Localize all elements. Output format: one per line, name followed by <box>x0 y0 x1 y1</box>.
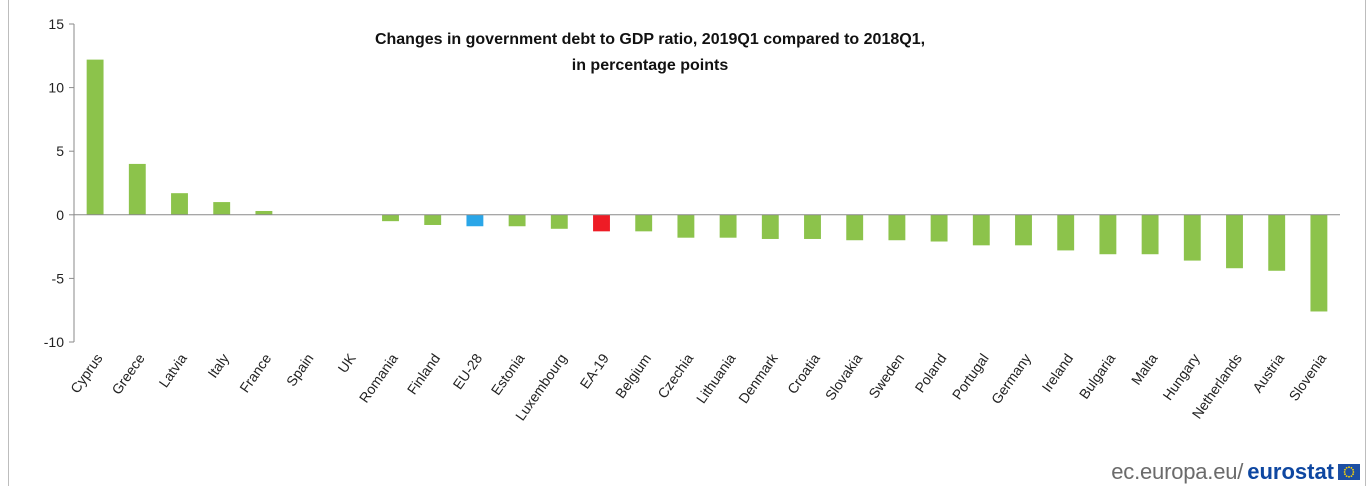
bar-czechia <box>677 214 695 238</box>
x-tick-label: EA-19 <box>577 350 613 391</box>
x-tick-label: Lithuania <box>693 350 739 406</box>
bar-ea-19 <box>593 214 610 232</box>
x-tick-label: Estonia <box>488 350 528 398</box>
bar-lithuania <box>719 214 737 238</box>
bar-denmark <box>761 214 779 239</box>
bars <box>86 59 1328 312</box>
source-brand: eurostat <box>1247 459 1334 484</box>
y-tick-label: -10 <box>44 334 64 350</box>
x-tick-label: Croatia <box>784 350 823 396</box>
x-tick-label: Malta <box>1128 350 1161 387</box>
x-tick-label: Italy <box>204 351 232 381</box>
chart-frame <box>8 0 1366 486</box>
x-tick-label: Belgium <box>612 351 654 402</box>
y-tick-label: 5 <box>56 143 64 159</box>
bar-malta <box>1141 214 1159 255</box>
bar-italy <box>213 202 231 215</box>
bar-greece <box>128 163 146 215</box>
bar-eu-28 <box>466 214 484 227</box>
x-tick-label: Portugal <box>949 351 992 403</box>
eu-flag-icon <box>1338 464 1360 480</box>
x-tick-label: Austria <box>1249 350 1287 395</box>
source-credit: ec.europa.eu/eurostat <box>1111 459 1360 484</box>
x-tick-label: Spain <box>283 351 317 390</box>
y-tick-label: 10 <box>48 80 64 96</box>
x-tick-label: Germany <box>988 351 1034 407</box>
bar-austria <box>1268 214 1286 271</box>
y-tick-label: -5 <box>52 270 65 286</box>
bar-bulgaria <box>1099 214 1117 255</box>
x-tick-label: Cyprus <box>67 351 106 397</box>
bar-netherlands <box>1226 214 1243 269</box>
x-tick-label: Czechia <box>654 350 696 401</box>
x-tick-label: France <box>236 350 274 395</box>
x-tick-label: Finland <box>404 351 443 398</box>
bar-croatia <box>804 214 821 239</box>
bar-romania <box>382 214 399 222</box>
x-tick-label: Greece <box>108 350 148 397</box>
x-tick-label: Slovenia <box>1285 350 1329 403</box>
x-tick-label: Slovakia <box>822 350 866 403</box>
x-tick-label: Ireland <box>1038 351 1076 395</box>
x-tick-label: Sweden <box>865 351 907 402</box>
bar-portugal <box>972 214 990 246</box>
x-tick-label: Denmark <box>735 350 781 407</box>
bar-ireland <box>1057 214 1075 251</box>
bar-slovenia <box>1310 214 1328 312</box>
bar-finland <box>424 214 442 225</box>
bar-estonia <box>508 214 526 227</box>
bar-luxembourg <box>550 214 568 229</box>
bar-slovakia <box>846 214 864 241</box>
bar-germany <box>1015 214 1032 246</box>
y-tick-label: 15 <box>48 16 64 32</box>
bar-sweden <box>888 214 906 241</box>
x-tick-label: Latvia <box>155 350 190 390</box>
chart-title-line-1: Changes in government debt to GDP ratio,… <box>375 31 925 48</box>
bar-belgium <box>635 214 653 232</box>
bar-hungary <box>1183 214 1201 261</box>
source-domain: ec.europa.eu/ <box>1111 459 1244 484</box>
bar-poland <box>930 214 948 242</box>
bar-france <box>255 210 273 215</box>
bar-latvia <box>171 193 188 215</box>
x-tick-label: Bulgaria <box>1076 350 1119 401</box>
y-axis: -10 -5 0 5 10 15 <box>44 16 75 350</box>
x-tick-label: Hungary <box>1159 351 1202 404</box>
chart-title-line-2: in percentage points <box>572 57 729 74</box>
bar-cyprus <box>86 59 104 215</box>
x-tick-label: Poland <box>911 351 949 396</box>
x-tick-label: UK <box>334 350 359 376</box>
x-tick-label: EU-28 <box>449 350 485 392</box>
x-tick-label: Romania <box>356 350 401 405</box>
y-tick-label: 0 <box>56 207 64 223</box>
